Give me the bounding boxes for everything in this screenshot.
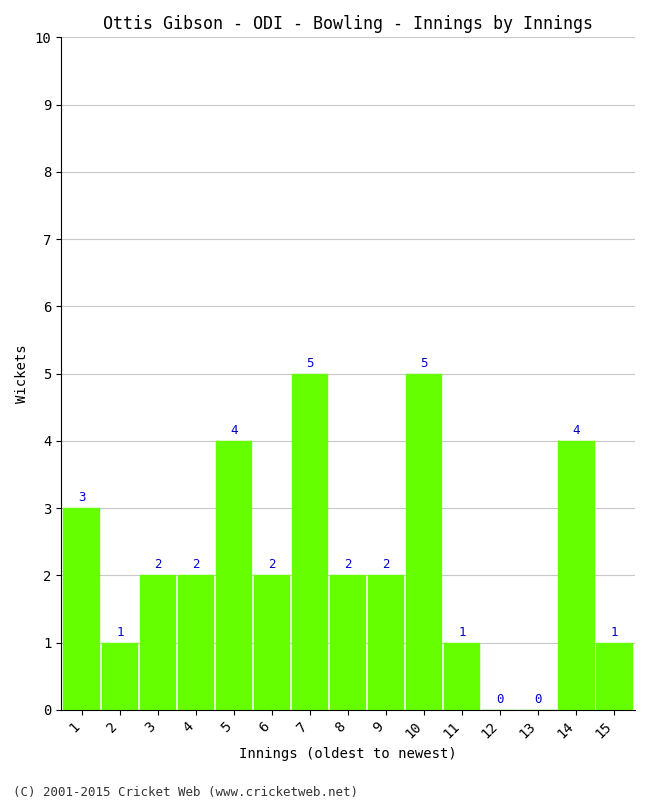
Title: Ottis Gibson - ODI - Bowling - Innings by Innings: Ottis Gibson - ODI - Bowling - Innings b…: [103, 15, 593, 33]
Text: 1: 1: [610, 626, 618, 638]
Bar: [64, 508, 100, 710]
Text: 5: 5: [421, 357, 428, 370]
Text: 3: 3: [78, 491, 86, 504]
Text: 2: 2: [268, 558, 276, 571]
Bar: [292, 374, 328, 710]
Text: 2: 2: [344, 558, 352, 571]
Bar: [216, 441, 252, 710]
Text: 4: 4: [573, 424, 580, 437]
Y-axis label: Wickets: Wickets: [15, 344, 29, 403]
Bar: [558, 441, 595, 710]
Text: 2: 2: [192, 558, 200, 571]
Text: (C) 2001-2015 Cricket Web (www.cricketweb.net): (C) 2001-2015 Cricket Web (www.cricketwe…: [13, 786, 358, 799]
Text: 1: 1: [458, 626, 466, 638]
Text: 1: 1: [116, 626, 124, 638]
Bar: [595, 642, 632, 710]
Bar: [101, 642, 138, 710]
Bar: [140, 575, 176, 710]
Text: 4: 4: [230, 424, 238, 437]
Text: 0: 0: [497, 693, 504, 706]
Bar: [177, 575, 214, 710]
Bar: [330, 575, 367, 710]
Bar: [368, 575, 404, 710]
Bar: [254, 575, 291, 710]
Bar: [443, 642, 480, 710]
Text: 2: 2: [154, 558, 162, 571]
Text: 2: 2: [382, 558, 390, 571]
Bar: [406, 374, 443, 710]
X-axis label: Innings (oldest to newest): Innings (oldest to newest): [239, 747, 457, 761]
Text: 0: 0: [534, 693, 542, 706]
Text: 5: 5: [306, 357, 314, 370]
